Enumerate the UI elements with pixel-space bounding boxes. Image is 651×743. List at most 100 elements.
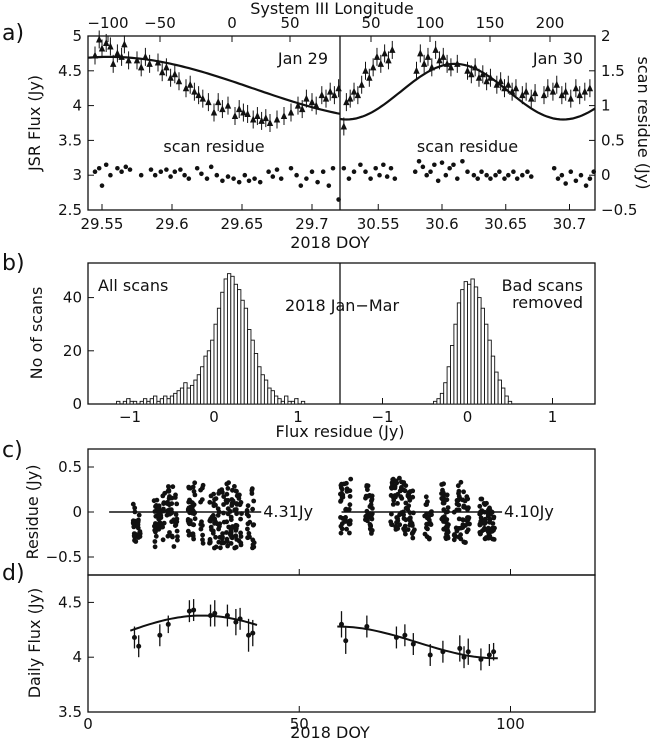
y-tick-label-right: −0.5 [601, 201, 637, 219]
histogram-bar [179, 387, 185, 405]
residue-point [401, 509, 406, 515]
flux-point [464, 66, 471, 74]
residue-point [444, 497, 450, 503]
residue-point [212, 516, 218, 522]
residue-point [191, 522, 197, 528]
residue-point [136, 512, 142, 518]
residue-point [416, 158, 422, 164]
y-tick-label-right: 2 [601, 27, 611, 45]
residue-point [320, 169, 326, 175]
flux-point [586, 84, 594, 92]
daily-point [191, 607, 197, 613]
flux-point [294, 101, 302, 109]
top-tick-label: 0 [227, 14, 237, 32]
removed-label: removed [512, 293, 583, 312]
residue-point [200, 537, 205, 543]
residue-point [464, 518, 470, 524]
residue-point [136, 517, 141, 523]
flux-point [385, 56, 392, 64]
histogram-bar [467, 283, 472, 405]
flux-point [528, 94, 535, 102]
residue-point [389, 511, 394, 517]
daily-point [402, 632, 408, 638]
residue-point [228, 514, 234, 520]
residue-point [424, 172, 430, 178]
residue-point [244, 508, 250, 513]
histogram-bar [453, 323, 458, 405]
histogram-bar [190, 384, 195, 405]
y-tick-label: 0 [72, 503, 82, 521]
residue-point [130, 501, 136, 507]
residue-point [493, 172, 498, 178]
residue-point [368, 176, 373, 181]
residue-point [237, 492, 242, 498]
residue-point [358, 162, 363, 168]
flux-point [262, 114, 269, 122]
residue-point [233, 507, 239, 512]
histogram-bar [243, 307, 249, 405]
histogram-bar [183, 382, 188, 405]
residue-point [234, 511, 240, 517]
flux-point [322, 94, 330, 102]
residue-point [220, 178, 225, 184]
flux-point [335, 84, 342, 92]
flux-point [331, 91, 338, 99]
residue-point [435, 178, 441, 184]
residue-point [489, 509, 495, 515]
x-tick-label: 0 [463, 408, 473, 426]
x-tick-label: 0 [83, 715, 93, 733]
residue-point [153, 533, 159, 539]
y-tick-label: 40 [63, 289, 82, 307]
histogram-bar [443, 382, 448, 405]
histogram-bar [142, 398, 148, 405]
residue-point [451, 509, 457, 515]
residue-point [490, 521, 496, 526]
residue-point [220, 534, 225, 540]
residue-point [399, 496, 405, 501]
histogram-bar [153, 395, 158, 405]
flux-point [424, 52, 432, 60]
flux-point [236, 105, 243, 113]
x-tick-label: 30.55 [357, 215, 400, 233]
flux-point [567, 94, 574, 102]
residue-point [132, 509, 138, 515]
flux-point [96, 35, 103, 43]
residue-point [152, 172, 158, 178]
histogram-bar [274, 395, 279, 405]
residue-point [152, 544, 158, 550]
residue-point [452, 533, 457, 538]
residue-point [228, 541, 234, 546]
residue-point [365, 487, 370, 493]
histogram-bar [484, 323, 489, 405]
histogram-bar [146, 400, 151, 405]
residue-point [211, 491, 217, 497]
daily-point [393, 634, 399, 640]
residue-point [445, 509, 450, 515]
residue-point [455, 483, 461, 489]
flux-point [303, 94, 310, 102]
residue-point [555, 176, 561, 181]
flux-point [428, 63, 435, 71]
residue-point [220, 531, 226, 536]
residue-point [511, 169, 516, 175]
residue-point [266, 169, 271, 175]
daily-point [427, 652, 433, 658]
x-tick-label: 0 [209, 408, 219, 426]
flux-point [250, 115, 257, 123]
residue-point [228, 527, 234, 533]
y-tick-label: 5 [72, 27, 82, 45]
residue-point [164, 167, 169, 172]
residue-point [131, 533, 137, 539]
x-axis-title: Flux residue (Jy) [275, 422, 404, 441]
flux-point [91, 51, 99, 59]
daily-point [478, 656, 484, 662]
residue-point [210, 513, 216, 518]
flux-point [447, 63, 455, 71]
flux-point [107, 42, 114, 50]
residue-point [568, 169, 574, 175]
flux-point [558, 91, 566, 99]
residue-point [347, 530, 352, 536]
residue-point [390, 502, 396, 507]
residue-point [395, 501, 400, 506]
y-axis-title: Daily Flux (Jy) [25, 588, 44, 699]
